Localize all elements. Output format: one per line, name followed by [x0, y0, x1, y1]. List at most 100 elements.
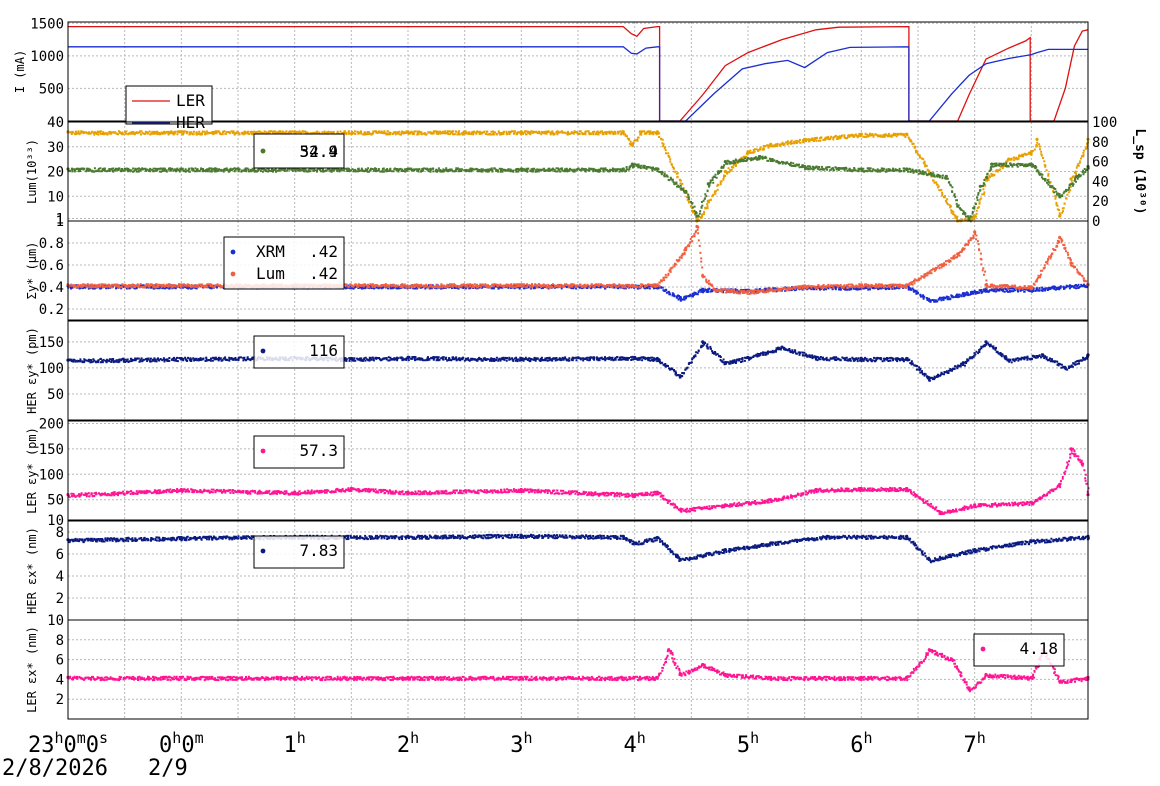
data-point — [905, 167, 909, 171]
y-tick-label: 4 — [56, 569, 64, 585]
y-tick-label: 8 — [56, 525, 64, 541]
y-tick-label: 6 — [56, 653, 64, 669]
data-point — [978, 184, 982, 188]
y-tick-label: 100 — [39, 467, 64, 483]
data-point — [990, 162, 994, 166]
legend: 116 — [253, 335, 345, 369]
data-point — [519, 130, 523, 134]
data-point — [723, 672, 727, 677]
data-point — [406, 167, 410, 171]
y-tick-label: 10 — [47, 189, 64, 205]
data-point — [1058, 679, 1062, 684]
y-tick-label: 100 — [39, 361, 64, 377]
y-tick-label: 0.4 — [39, 280, 64, 296]
y-tick-label: 150 — [39, 442, 64, 458]
y-tick-label: 2 — [56, 692, 64, 708]
data-point — [956, 204, 960, 208]
data-point — [927, 298, 931, 302]
right-tick-label: 60 — [1092, 155, 1109, 171]
data-point — [905, 486, 909, 491]
legend-box — [125, 85, 213, 125]
data-point — [814, 487, 818, 492]
data-point — [630, 162, 635, 166]
y-tick-label: 20 — [47, 165, 64, 181]
data-point — [1069, 261, 1073, 265]
data-point — [1080, 462, 1084, 466]
legend-marker — [260, 548, 266, 554]
data-point — [179, 130, 183, 134]
data-point — [678, 508, 682, 512]
y-tick-label: 2 — [56, 591, 64, 607]
data-point — [633, 541, 637, 545]
panel-frame — [67, 420, 1089, 521]
data-point — [769, 541, 773, 545]
data-point — [905, 132, 909, 136]
series-dots — [67, 447, 1090, 516]
y-tick-label: 150 — [39, 335, 64, 351]
data-point — [939, 510, 943, 514]
data-point — [984, 672, 988, 677]
data-point — [984, 283, 988, 287]
data-point — [701, 274, 705, 278]
data-point — [701, 662, 705, 667]
data-point — [905, 675, 909, 680]
data-point — [712, 287, 716, 291]
data-point — [1029, 500, 1033, 504]
legend-box — [253, 435, 345, 469]
data-point — [956, 252, 960, 256]
data-point — [655, 356, 659, 361]
legend: 54.432.9 — [253, 133, 345, 169]
data-point — [905, 283, 909, 287]
data-point — [803, 284, 807, 288]
legend-marker — [230, 249, 236, 255]
panel-frame — [67, 320, 1089, 421]
y-tick-label: 4 — [56, 672, 64, 688]
data-point — [905, 356, 909, 361]
y-tick-label: 50 — [47, 387, 64, 403]
data-point — [746, 289, 750, 293]
data-point — [695, 214, 699, 218]
legend-name: LER — [176, 91, 205, 110]
data-point — [859, 675, 863, 680]
data-point — [179, 167, 183, 171]
data-point — [859, 167, 863, 171]
right-tick-label: 0 — [1092, 214, 1100, 230]
y-axis-label: Σy* (µm) — [25, 242, 39, 300]
date-label-start: 2/8/2026 — [2, 756, 108, 781]
legend-value: .42 — [309, 264, 338, 283]
data-point — [927, 648, 931, 652]
x-tick-label: 7h — [964, 729, 986, 758]
panel-frame — [67, 21, 1089, 122]
right-tick-label: 100 — [1092, 115, 1117, 131]
x-tick-label: 4h — [624, 729, 646, 758]
legend-marker — [260, 348, 266, 354]
y-tick-label: 200 — [39, 417, 64, 433]
series-dots — [67, 226, 1089, 295]
data-point — [780, 345, 784, 349]
data-point — [655, 675, 659, 680]
data-point — [1029, 150, 1033, 154]
legend-name: Lum — [256, 264, 285, 283]
panel-ler_ex: 2 4 6 8 10 LER εx* (nm) 4.18 — [25, 613, 1090, 720]
legend-box — [253, 535, 345, 569]
data-point — [621, 167, 625, 171]
y-tick-label: 10 — [47, 513, 64, 529]
data-point — [973, 230, 977, 234]
series-ler-x- — [66, 648, 1090, 693]
data-point — [1029, 675, 1033, 680]
y-tick-label: 1 — [56, 212, 64, 228]
series-lsp — [66, 155, 1090, 223]
data-point — [723, 169, 727, 174]
legend-name: XRM — [256, 242, 285, 261]
data-point — [723, 548, 727, 552]
panel-her_ex: 2 4 6 8 HER εx* (nm) 7.83 — [25, 520, 1090, 621]
y-axis-label: I (mA) — [13, 50, 27, 93]
data-point — [349, 486, 353, 491]
data-point — [757, 155, 761, 159]
data-point — [678, 672, 682, 677]
data-point — [1041, 353, 1045, 357]
data-point — [406, 355, 410, 360]
data-point — [1058, 214, 1062, 218]
